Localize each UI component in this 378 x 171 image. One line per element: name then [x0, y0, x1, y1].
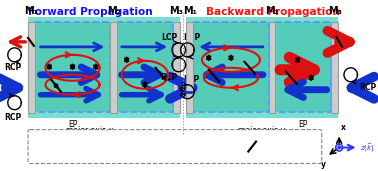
- FancyBboxPatch shape: [186, 17, 338, 118]
- FancyBboxPatch shape: [28, 130, 322, 163]
- FancyBboxPatch shape: [269, 22, 275, 113]
- Text: M₁: M₁: [25, 6, 39, 16]
- Text: $z(\vec{k})$: $z(\vec{k})$: [360, 141, 375, 154]
- Text: y: y: [321, 160, 326, 168]
- FancyBboxPatch shape: [28, 17, 180, 118]
- FancyBboxPatch shape: [117, 22, 173, 112]
- Text: RCP: RCP: [4, 113, 21, 122]
- Text: RCP: RCP: [359, 83, 376, 92]
- FancyBboxPatch shape: [332, 22, 338, 113]
- Circle shape: [338, 146, 340, 149]
- FancyBboxPatch shape: [186, 22, 193, 113]
- FancyBboxPatch shape: [173, 22, 180, 113]
- Text: LCP: LCP: [161, 33, 178, 42]
- FancyBboxPatch shape: [275, 22, 332, 112]
- Text: M₂: M₂: [107, 6, 121, 16]
- Text: RCP: RCP: [184, 33, 201, 42]
- FancyBboxPatch shape: [110, 22, 117, 113]
- Text: Forward Propagation: Forward Propagation: [28, 7, 152, 17]
- Text: EP: EP: [68, 120, 77, 129]
- Text: y pol.: y pol.: [259, 142, 280, 151]
- Text: Backward Propagation: Backward Propagation: [206, 7, 339, 17]
- Text: RCP: RCP: [4, 63, 21, 72]
- Text: x: x: [341, 123, 346, 132]
- Text: LCP: LCP: [184, 75, 200, 84]
- Text: M₃: M₃: [328, 6, 342, 16]
- Text: M₂: M₂: [265, 6, 279, 16]
- Text: M₁: M₁: [183, 6, 197, 16]
- Text: EP: EP: [299, 120, 308, 129]
- Text: major axis-y: major axis-y: [238, 126, 285, 135]
- Text: RCP: RCP: [161, 73, 178, 82]
- Text: Incidence/Transmission: Incidence/Transmission: [130, 142, 220, 151]
- FancyBboxPatch shape: [35, 22, 110, 112]
- Text: M₃: M₃: [169, 6, 183, 16]
- Text: Reflection: Reflection: [60, 142, 98, 151]
- FancyBboxPatch shape: [28, 22, 35, 113]
- Text: x pol.: x pol.: [227, 142, 248, 151]
- FancyBboxPatch shape: [193, 22, 269, 112]
- Text: major axis-x: major axis-x: [66, 126, 113, 135]
